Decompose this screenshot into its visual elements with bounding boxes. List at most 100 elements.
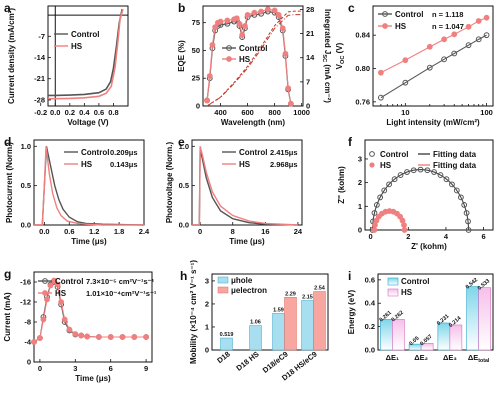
x-tick-label: 800 bbox=[268, 108, 281, 117]
data-point bbox=[424, 167, 431, 174]
series-control bbox=[48, 8, 123, 97]
data-point bbox=[483, 32, 490, 39]
panel-e: 0 8 16 24 0.0 0.5 1.0 Time (μs) Photovoltage (No… bbox=[165, 135, 303, 246]
panel-g: 0 3 6 9 0 -4 -8 -12 -16 Time (μs) Current (mA) g Con… bbox=[3, 267, 157, 383]
y-tick-label: 0 bbox=[27, 358, 31, 367]
x-tick-label: 0.4 bbox=[79, 108, 90, 117]
legend-hs-label: HS bbox=[401, 288, 413, 297]
x-category-label: ΔE₂ bbox=[414, 353, 428, 362]
bar-hs bbox=[420, 343, 434, 351]
y-tick-label: -8 bbox=[24, 318, 31, 327]
data-point bbox=[275, 11, 282, 18]
x-tick-label: 1000 bbox=[293, 108, 310, 117]
lifetime-control: 0.209μs bbox=[110, 148, 138, 157]
panel-h: 0 1 2 3 Mobility (×10⁻⁴ cm² V⁻¹ s⁻¹)h 0.519 D1… bbox=[180, 260, 329, 383]
x-tick-label: 0.2 bbox=[65, 108, 75, 117]
lifetime-control: 2.415μs bbox=[270, 148, 298, 157]
data-point bbox=[217, 18, 224, 25]
data-point bbox=[402, 79, 409, 86]
y-tick-label: -7 bbox=[38, 32, 45, 41]
y-axis-label: VOC (V) bbox=[335, 42, 346, 69]
y-tick-label: -12 bbox=[20, 298, 31, 307]
legend-control-label: Control bbox=[71, 30, 99, 39]
series-hs bbox=[192, 146, 298, 226]
legend-hs-marker bbox=[369, 162, 375, 168]
x-tick-label: 0.6 bbox=[64, 227, 74, 236]
panel-d: 0.0 0.6 1.2 1.8 2.4 0.0 0.5 1.0 Time (μs) Photocu… bbox=[4, 135, 150, 246]
data-point bbox=[410, 167, 417, 174]
legend-fit-control-label: Fitting data bbox=[433, 150, 477, 159]
x-axis-label: Light intensity (mW/cm²) bbox=[386, 118, 480, 127]
legend-control-label: Control bbox=[81, 148, 109, 157]
x-tick-label: 2.4 bbox=[139, 227, 150, 236]
y-tick-label: 50 bbox=[192, 46, 200, 55]
mobility-hs: 1.01×10⁻⁴cm²V⁻¹s⁻¹ bbox=[86, 289, 157, 298]
x-tick-label: 0.0 bbox=[50, 108, 60, 117]
bar-control bbox=[466, 286, 479, 351]
data-point bbox=[239, 31, 246, 38]
x-tick-label: 600 bbox=[241, 108, 254, 117]
data-point bbox=[212, 24, 219, 31]
data-point bbox=[417, 166, 424, 173]
bar-hs bbox=[449, 324, 463, 351]
y-axis-label: Energy (eV) bbox=[347, 289, 356, 334]
ideality-factor-hs: n = 1.047 bbox=[432, 22, 464, 31]
plot-frame bbox=[377, 273, 494, 351]
plot-frame bbox=[47, 5, 129, 107]
plot-frame bbox=[372, 5, 494, 107]
y-axis-label: Photocurrent (Norm.) bbox=[5, 142, 14, 223]
panel-letter: f bbox=[348, 135, 353, 149]
legend-hs-label: HS bbox=[71, 42, 83, 51]
data-point bbox=[426, 64, 433, 71]
y-tick-label: 1.0 bbox=[21, 142, 31, 151]
bar-label: 0.05 bbox=[408, 336, 420, 347]
y-tick-label: 1 bbox=[205, 322, 209, 331]
data-point bbox=[373, 202, 380, 208]
x-axis-label: Time (μs) bbox=[229, 237, 265, 246]
legend-hs-label: HS bbox=[239, 160, 251, 169]
lifetime-hs: 2.968μs bbox=[270, 160, 298, 169]
panel-letter: d bbox=[4, 135, 11, 149]
y2-axis-label: Integrated JSC (mA cm⁻²) bbox=[321, 9, 332, 103]
y-tick-label: 0.0 bbox=[365, 346, 375, 355]
data-point bbox=[377, 69, 384, 76]
data-point bbox=[264, 6, 271, 13]
x-tick-label: 0 bbox=[369, 232, 373, 241]
data-point bbox=[483, 14, 490, 21]
y-tick-label: -16 bbox=[20, 278, 31, 287]
panel-letter: a bbox=[4, 1, 11, 15]
legend-hs-label: HS bbox=[395, 22, 407, 31]
bar-electron-mobility bbox=[313, 291, 326, 351]
data-point bbox=[431, 169, 437, 175]
y-tick-label: 75 bbox=[192, 18, 200, 27]
x-category-label: D18 HS bbox=[234, 349, 260, 372]
y-axis-label: EQE (%) bbox=[177, 40, 186, 72]
x-axis-label: Time (μs) bbox=[71, 237, 107, 246]
bar-label: 0.519 bbox=[220, 332, 234, 338]
legend-hs-label: HS bbox=[239, 55, 251, 64]
legend-control-label: Control bbox=[239, 148, 267, 157]
data-point bbox=[463, 210, 470, 216]
data-point bbox=[465, 227, 472, 233]
panel-letter: g bbox=[4, 267, 11, 281]
data-point bbox=[78, 332, 85, 339]
x-tick-label: 3 bbox=[73, 364, 77, 373]
y-tick-label: 3 bbox=[205, 276, 209, 285]
y-tick-label: -4 bbox=[24, 338, 31, 347]
legend-hs-marker bbox=[42, 290, 48, 296]
y-tick-label: 3 bbox=[358, 154, 362, 163]
x-axis-label: Voltage (V) bbox=[67, 118, 109, 127]
y-tick-label: 0 bbox=[196, 102, 200, 111]
data-point bbox=[475, 36, 482, 43]
legend-electron-swatch bbox=[217, 286, 229, 294]
legend-hs-label: HS bbox=[81, 160, 93, 169]
data-point bbox=[31, 339, 37, 345]
data-point bbox=[453, 187, 460, 194]
x-tick-label: 6 bbox=[482, 232, 486, 241]
legend-hs-marker bbox=[382, 23, 388, 29]
y-tick-label: -28 bbox=[34, 95, 45, 104]
bar-label: 1.59 bbox=[273, 307, 284, 313]
